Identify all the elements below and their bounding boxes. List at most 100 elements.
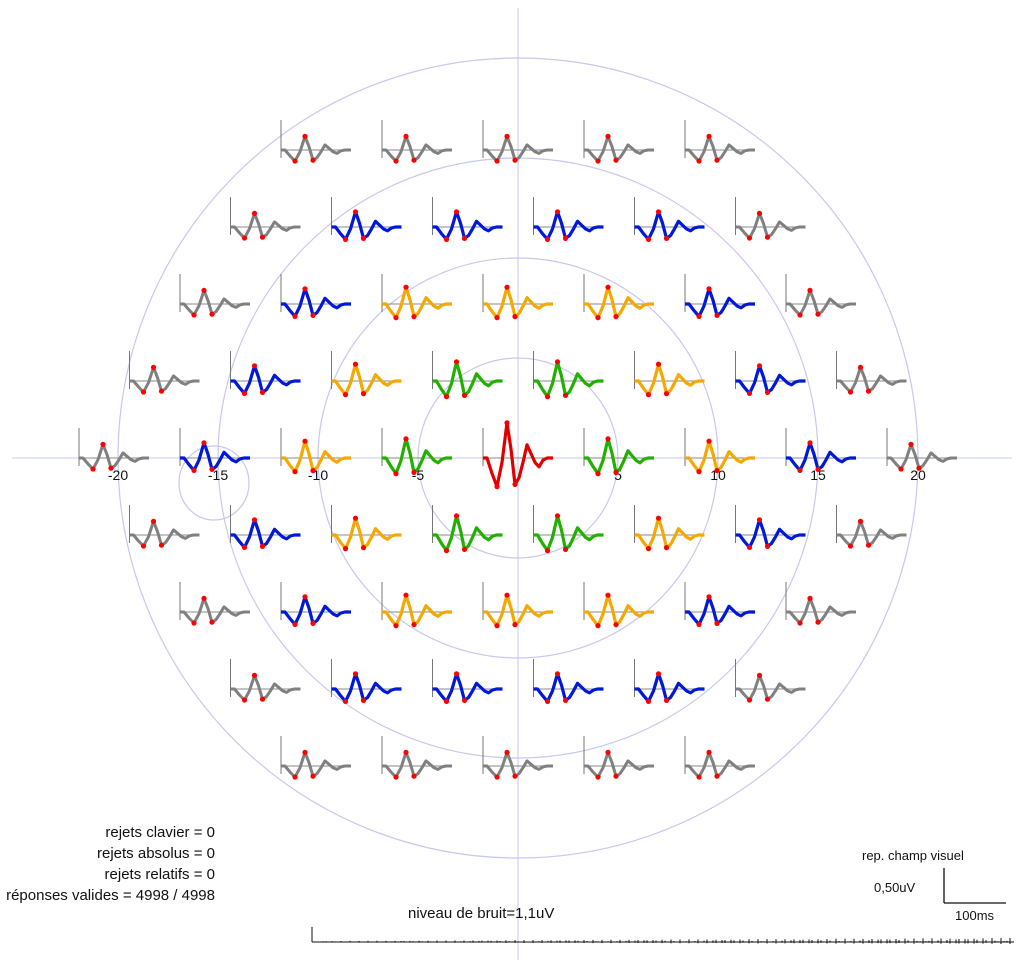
peak-marker <box>595 315 601 321</box>
peak-marker <box>453 209 460 215</box>
peak-marker <box>461 697 468 704</box>
peak-marker <box>504 592 510 598</box>
trace-waveform <box>836 365 907 394</box>
peak-marker <box>865 388 872 394</box>
peak-marker <box>209 311 215 317</box>
peak-marker <box>259 389 266 395</box>
peak-marker <box>461 392 468 398</box>
peak-marker <box>746 235 753 241</box>
trace-ring-4 <box>381 736 452 780</box>
trace-waveform <box>281 287 351 318</box>
peak-marker <box>241 390 248 396</box>
peak-marker <box>554 671 561 677</box>
trace-ring-2 <box>381 582 452 629</box>
peak-marker <box>342 392 349 398</box>
trace-ring-3 <box>280 582 351 627</box>
trace-waveform <box>180 441 250 472</box>
peak-marker <box>241 544 248 550</box>
peak-marker <box>605 436 611 442</box>
peak-marker <box>292 621 298 627</box>
peak-marker <box>908 441 914 447</box>
trace-waveform <box>382 750 452 779</box>
peak-marker <box>815 466 821 472</box>
peak-marker <box>494 484 500 490</box>
trace-waveform <box>432 514 503 553</box>
peak-marker <box>807 440 813 446</box>
peak-marker <box>393 623 399 629</box>
trace-waveform <box>331 516 402 551</box>
peak-marker <box>613 157 619 163</box>
response-traces <box>78 120 957 780</box>
trace-waveform <box>584 593 654 628</box>
trace-ring-4 <box>381 120 452 164</box>
peak-marker <box>544 548 551 554</box>
peak-marker <box>714 312 720 318</box>
peak-marker <box>706 133 712 139</box>
peak-marker <box>302 286 308 292</box>
trace-ring-2 <box>583 274 654 321</box>
trace-waveform <box>735 673 806 702</box>
peak-marker <box>461 546 468 553</box>
peak-marker <box>453 513 460 519</box>
peak-marker <box>605 749 611 756</box>
trace-ring-3 <box>684 582 755 627</box>
noise-level: niveau de bruit=1,1uV <box>408 905 555 922</box>
peak-marker <box>411 469 417 475</box>
trace-waveform <box>483 285 553 320</box>
peak-marker <box>655 671 662 677</box>
peak-marker <box>411 773 417 779</box>
trace-waveform <box>685 439 755 474</box>
peak-marker <box>706 594 712 600</box>
trace-ring-4 <box>179 582 250 626</box>
peak-marker <box>645 392 652 398</box>
peak-marker <box>706 749 712 756</box>
peak-marker <box>251 672 258 679</box>
peak-marker <box>797 620 803 626</box>
peak-marker <box>209 466 215 472</box>
trace-waveform <box>432 672 503 703</box>
peak-marker <box>613 314 619 320</box>
peak-marker <box>613 622 619 628</box>
trace-ring-4 <box>129 505 200 549</box>
peak-marker <box>360 545 367 551</box>
trace-ring-2 <box>482 582 553 629</box>
trace-ring-3 <box>785 428 856 473</box>
peak-marker <box>764 234 771 240</box>
rejection-stats: rejets clavier = 0 rejets absolus = 0 re… <box>0 822 215 906</box>
trace-ring-4 <box>230 659 301 703</box>
trace-waveform <box>331 362 402 397</box>
peak-marker <box>403 592 409 598</box>
peak-marker <box>302 594 308 600</box>
trace-ring-4 <box>684 120 755 164</box>
peak-marker <box>403 133 409 139</box>
peak-marker <box>150 518 157 525</box>
peak-marker <box>108 465 114 471</box>
trace-waveform <box>634 516 705 551</box>
peak-marker <box>797 312 803 318</box>
trace-waveform <box>786 288 856 317</box>
peak-marker <box>595 471 601 477</box>
peak-marker <box>259 543 266 550</box>
peak-marker <box>310 773 316 779</box>
trace-ring-3 <box>230 505 301 550</box>
trace-waveform <box>483 421 553 489</box>
peak-marker <box>746 544 753 550</box>
peak-marker <box>554 209 561 215</box>
peak-marker <box>595 774 601 780</box>
trace-ring-4 <box>482 736 553 780</box>
trace-waveform <box>281 134 351 163</box>
trace-ring-3 <box>432 197 503 242</box>
peak-marker <box>310 468 316 474</box>
peak-marker <box>411 157 417 163</box>
peak-marker <box>310 312 316 318</box>
peak-marker <box>342 698 349 704</box>
trace-waveform <box>281 750 351 779</box>
peak-marker <box>746 697 753 703</box>
trace-ring-2 <box>684 428 755 475</box>
trace-ring-2 <box>482 274 553 321</box>
trace-waveform <box>735 211 806 240</box>
trace-ring-2 <box>634 351 705 398</box>
x-tick-label: 20 <box>910 467 926 483</box>
peak-marker <box>158 388 165 394</box>
peak-marker <box>90 466 96 472</box>
